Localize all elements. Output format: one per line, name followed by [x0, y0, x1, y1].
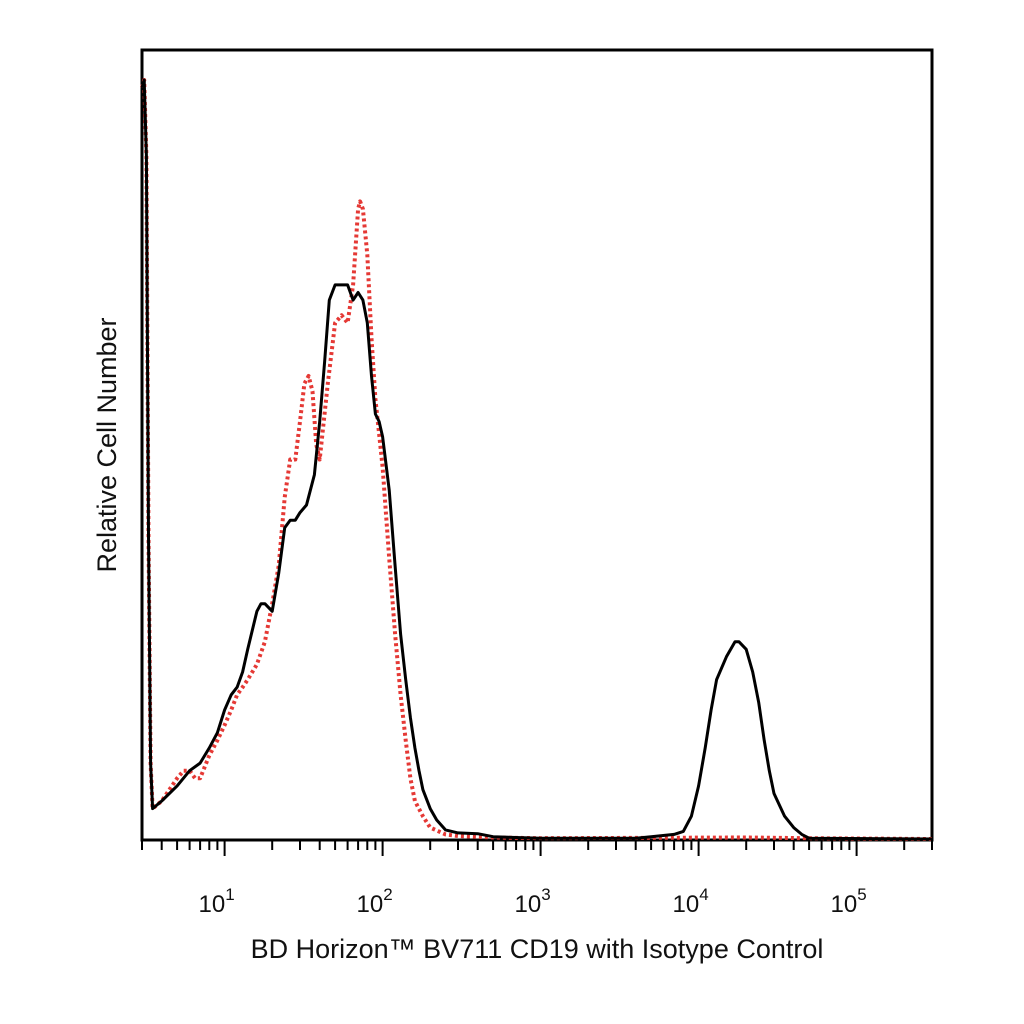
x-tick-label: 103 [515, 885, 551, 918]
x-axis-tick-labels: 101 102 103 104 105 [199, 885, 867, 918]
cd19-series-line [140, 78, 933, 841]
isotype-control-series-line [140, 78, 933, 841]
x-tick-label: 105 [831, 885, 867, 918]
x-tick-label: 101 [199, 885, 235, 918]
x-tick-label: 102 [357, 885, 393, 918]
y-axis-title: Relative Cell Number [92, 317, 122, 572]
series-layer [140, 78, 933, 841]
plot-frame [140, 48, 934, 842]
x-axis-title: BD Horizon™ BV711 CD19 with Isotype Cont… [251, 934, 824, 964]
x-axis-ticks [141, 840, 933, 856]
x-tick-label: 104 [673, 885, 709, 918]
